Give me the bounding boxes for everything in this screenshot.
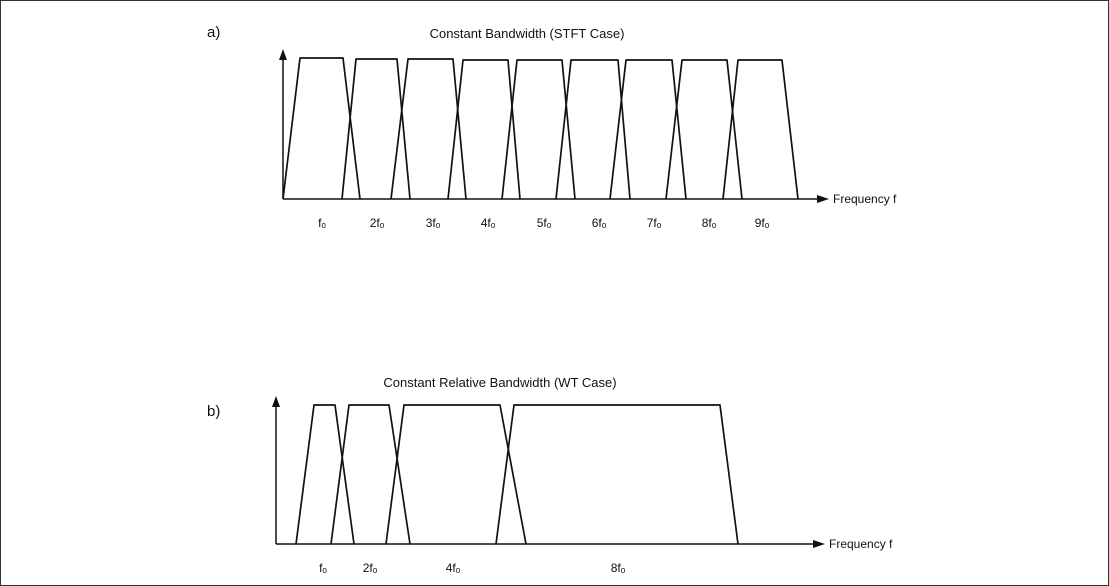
panel-a-tick-label: 8fₒ bbox=[702, 216, 717, 230]
panel-b-filter bbox=[495, 404, 739, 545]
panel-b-y-arrow-icon bbox=[272, 396, 280, 407]
panel-a-x-arrow-icon bbox=[817, 195, 829, 203]
panel-b-tick-label: fₒ bbox=[319, 561, 327, 575]
panel-a: a) Constant Bandwidth (STFT Case) Freque… bbox=[207, 24, 897, 230]
panel-b-tick-label: 2fₒ bbox=[363, 561, 378, 575]
panel-a-tick-label: 3fₒ bbox=[426, 216, 441, 230]
panel-b-tick-label: 8fₒ bbox=[611, 561, 626, 575]
panel-a-filter bbox=[665, 59, 743, 200]
panel-b-filters bbox=[295, 404, 739, 545]
panel-b: b) Constant Relative Bandwidth (WT Case)… bbox=[207, 375, 893, 575]
panel-a-tick-label: 6fₒ bbox=[592, 216, 607, 230]
panel-a-filter bbox=[341, 58, 411, 200]
panel-a-ticks: fₒ 2fₒ 3fₒ 4fₒ 5fₒ 6fₒ 7fₒ 8fₒ 9fₒ bbox=[318, 216, 770, 230]
panel-a-tick-label: 2fₒ bbox=[370, 216, 385, 230]
panel-a-filter bbox=[447, 59, 521, 200]
panel-b-title: Constant Relative Bandwidth (WT Case) bbox=[383, 375, 616, 390]
panel-a-tick-label: 9fₒ bbox=[755, 216, 770, 230]
panel-a-filter bbox=[390, 58, 467, 200]
panel-a-tick-label: 4fₒ bbox=[481, 216, 496, 230]
panel-a-filter bbox=[609, 59, 687, 200]
panel-b-filter bbox=[385, 404, 527, 545]
panel-b-filter bbox=[330, 404, 411, 545]
panel-a-tick-label: 5fₒ bbox=[537, 216, 552, 230]
panel-a-tick-label: 7fₒ bbox=[647, 216, 662, 230]
panel-a-letter: a) bbox=[207, 24, 220, 41]
panel-a-filters bbox=[282, 57, 799, 200]
panel-b-filter bbox=[295, 404, 355, 545]
panel-b-ticks: fₒ 2fₒ 4fₒ 8fₒ bbox=[319, 561, 626, 575]
panel-a-filter bbox=[722, 59, 799, 200]
panel-a-tick-label: fₒ bbox=[318, 216, 326, 230]
panel-a-y-arrow-icon bbox=[279, 49, 287, 60]
panel-b-x-arrow-icon bbox=[813, 540, 825, 548]
panel-a-filter bbox=[501, 59, 576, 200]
panel-a-title: Constant Bandwidth (STFT Case) bbox=[430, 26, 625, 41]
panel-a-filter bbox=[555, 59, 631, 200]
panel-a-axis-label: Frequency f bbox=[833, 192, 897, 206]
panel-a-filter bbox=[282, 57, 361, 200]
panel-b-letter: b) bbox=[207, 403, 220, 420]
panel-b-axis-label: Frequency f bbox=[829, 537, 893, 551]
panel-b-tick-label: 4fₒ bbox=[446, 561, 461, 575]
